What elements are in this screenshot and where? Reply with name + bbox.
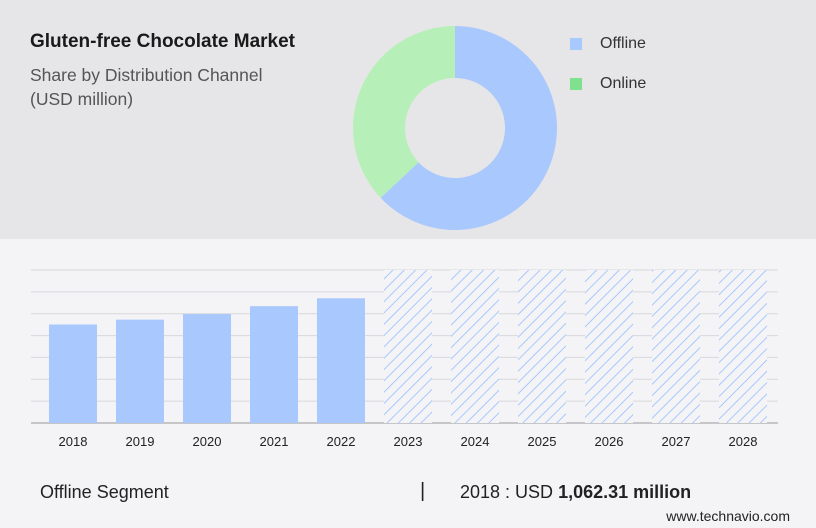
segment-label: Offline Segment — [40, 482, 169, 502]
chart-subtitle: Share by Distribution Channel (USD milli… — [30, 63, 330, 111]
legend: Offline Online — [570, 24, 646, 104]
x-tick-2018: 2018 — [59, 434, 88, 449]
x-tick-labels: 2018 2019 2020 2021 2022 2023 2024 2025 2026 2027… — [59, 434, 758, 449]
x-tick-2027: 2027 — [662, 434, 691, 449]
brand-url: www.technavio.com — [666, 508, 790, 524]
x-tick-2024: 2024 — [461, 434, 490, 449]
legend-swatch-online — [570, 78, 582, 90]
donut-slice-offline — [380, 26, 557, 230]
bars-group — [49, 270, 767, 423]
legend-label-online: Online — [600, 75, 647, 92]
bar-forecast-2024 — [451, 270, 499, 423]
legend-item-offline: Offline — [570, 24, 646, 64]
legend-swatch-offline — [570, 38, 582, 50]
x-tick-2019: 2019 — [126, 434, 155, 449]
bar-2020 — [183, 314, 231, 423]
x-tick-2021: 2021 — [260, 434, 289, 449]
bar-2021 — [250, 306, 298, 423]
unit-text: (USD million) — [30, 89, 134, 109]
bar-forecast-2027 — [652, 270, 700, 423]
bar-chart: 2018 2019 2020 2021 2022 2023 2024 2025 2026 2027… — [31, 269, 778, 449]
segment-value-amount: 1,062.31 million — [558, 482, 692, 502]
bar-forecast-2025 — [518, 270, 566, 423]
bar-2019 — [116, 319, 164, 423]
chart-title: Gluten-free Chocolate Market — [30, 31, 295, 52]
x-tick-2028: 2028 — [729, 434, 758, 449]
bar-2018 — [49, 324, 97, 423]
segment-year-prefix: 2018 : USD — [460, 482, 559, 502]
legend-item-online: Online — [570, 64, 646, 104]
header-panel: Gluten-free Chocolate Market Share by Di… — [0, 0, 816, 239]
donut-chart — [353, 26, 557, 230]
x-tick-2022: 2022 — [327, 434, 356, 449]
legend-label-offline: Offline — [600, 35, 646, 52]
donut-slice-online — [353, 26, 455, 198]
bar-forecast-2026 — [585, 270, 633, 423]
bar-forecast-2023 — [384, 270, 432, 423]
bar-forecast-2028 — [719, 270, 767, 423]
subtitle-text: Share by Distribution Channel — [30, 65, 263, 85]
x-tick-2026: 2026 — [595, 434, 624, 449]
segment-value: 2018 : USD 1,062.31 million — [460, 482, 691, 503]
x-tick-2023: 2023 — [394, 434, 423, 449]
x-tick-2025: 2025 — [528, 434, 557, 449]
x-tick-2020: 2020 — [193, 434, 222, 449]
bar-2022 — [317, 298, 365, 423]
footer-separator: | — [420, 480, 426, 502]
